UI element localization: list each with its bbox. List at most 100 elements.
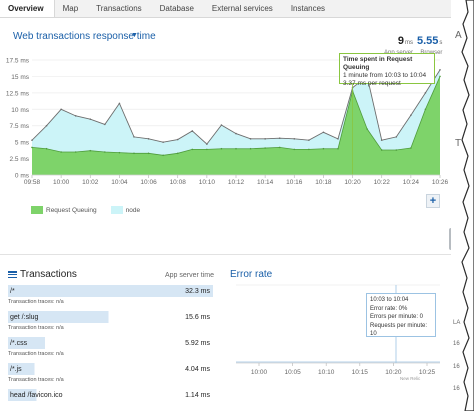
transaction-bar: /* 32.3 ms [8,285,213,297]
request-queuing-point [308,148,310,151]
chart-legend: Request Queuing node [31,206,154,214]
err-tooltip-line-1: 10:03 to 10:04 [370,297,409,303]
browser-value: 5.55 [417,35,439,47]
request-queuing-point [162,154,164,157]
node-point [439,69,441,71]
x-tick-label: 10:00 [53,179,70,186]
node-point [206,143,208,145]
transaction-row[interactable]: /* 32.3 ms Transaction traces: n/a [8,285,213,305]
tab-database[interactable]: Database [159,4,194,13]
err-tooltip-line-4: Requests per minute: 10 [370,322,428,338]
x-tick-label: 10:22 [374,179,391,186]
node-point [264,138,266,140]
x-tick-label: 10:06 [140,179,157,186]
node-point [293,138,296,140]
transaction-row[interactable]: /*.css 5.92 ms Transaction traces: n/a [8,337,213,357]
chevron-down-icon[interactable]: ▼ [131,32,138,39]
request-queuing-point [264,147,266,149]
legend-item-request-queuing[interactable]: Request Queuing [31,206,97,214]
right-fragment: 16 [453,341,460,347]
request-queuing-point [235,147,237,150]
node-point [89,118,92,120]
x-tick-label: 10:14 [257,179,274,186]
node-point [133,136,135,138]
app-server-time-header: App server time [165,272,215,279]
node-point [337,138,339,140]
transaction-name: /*.js [10,365,22,373]
chart-tooltip: Time spent in Request Queuing 1 minute f… [339,53,435,87]
tooltip-title: Time spent in Request Queuing [343,56,413,71]
x-tick-label: 10:04 [111,179,128,186]
x-tick-label: 10:08 [170,179,187,186]
transaction-traces: Transaction traces: n/a [8,377,64,383]
node-point [31,139,33,141]
request-queuing-point [118,151,121,154]
transaction-bar: /*.js 4.04 ms [8,363,213,375]
request-queuing-point [147,152,150,155]
node-point [220,124,223,126]
x-tick-label: 10:00 [251,369,268,376]
request-queuing-point [249,147,252,150]
transaction-row[interactable]: /*.js 4.04 ms Transaction traces: n/a [8,363,213,383]
error-rate-tooltip: 10:03 to 10:04 Error rate: 0% Errors per… [366,293,436,337]
request-queuing-point [322,147,325,150]
x-tick-label: 10:20 [385,369,402,376]
request-queuing-point [293,148,296,151]
right-fragment: A [455,30,462,41]
legend-label: node [125,206,141,214]
x-tick-label: 10:05 [284,369,301,376]
node-point [249,138,252,140]
request-queuing-point [89,149,92,152]
x-tick-label: 10:10 [318,369,335,376]
transaction-value: 5.92 ms [185,339,210,347]
legend-item-node[interactable]: node [110,206,141,214]
transaction-bar: head /favicon.ico 1.14 ms [8,389,213,401]
tab-overview[interactable]: Overview [0,0,55,17]
err-tooltip-line-2: Error rate: 0% [370,305,408,312]
transactions-title[interactable]: Transactions [8,269,77,280]
section-divider [0,254,460,255]
add-button[interactable]: + [426,194,440,208]
bar-list-icon [8,271,17,278]
right-fragment: T [455,138,462,149]
transaction-value: 32.3 ms [185,287,210,295]
x-tick-label: 10:10 [199,179,216,186]
right-fragment: 16 [453,364,460,370]
transactions-title-text: Transactions [20,269,77,280]
request-queuing-point [395,149,398,151]
transaction-name: /*.css [10,339,28,347]
y-tick-label: 0 ms [15,173,30,180]
y-tick-label: 15 ms [11,74,29,81]
node-point [322,131,325,134]
node-point [191,130,194,132]
node-point [176,138,179,141]
request-queuing-point [424,108,427,111]
legend-swatch [31,206,43,214]
error-rate-title[interactable]: Error rate [230,269,273,280]
node-point [235,132,237,135]
tab-map[interactable]: Map [62,4,79,13]
x-tick-label: 10:02 [82,179,99,186]
legend-swatch [110,206,123,214]
request-queuing-point [380,149,383,151]
request-queuing-point [176,152,179,155]
right-fragment: 16 [453,386,460,392]
transaction-traces: Transaction traces: n/a [8,325,64,331]
y-tick-label: 7.5 ms [9,123,29,130]
tab-transactions[interactable]: Transactions [96,4,142,13]
x-tick-label: 10:18 [315,179,332,186]
request-queuing-point [366,128,368,130]
request-queuing-point [74,151,77,153]
transaction-row[interactable]: head /favicon.ico 1.14 ms [8,389,213,401]
tab-instances[interactable]: Instances [290,4,326,13]
node-point [45,124,48,127]
err-tooltip-line-3: Errors per minute: 0 [370,314,424,320]
request-queuing-point [439,75,441,78]
transaction-row[interactable]: get /:slug 15.6 ms Transaction traces: n… [8,311,213,331]
transaction-value: 4.04 ms [185,365,210,373]
tab-external-services[interactable]: External services [211,4,273,13]
request-queuing-point [60,151,62,153]
x-tick-label: 10:20 [344,179,361,186]
response-time-title[interactable]: Web transactions response time [13,31,156,42]
transaction-name: head /favicon.ico [10,391,63,399]
